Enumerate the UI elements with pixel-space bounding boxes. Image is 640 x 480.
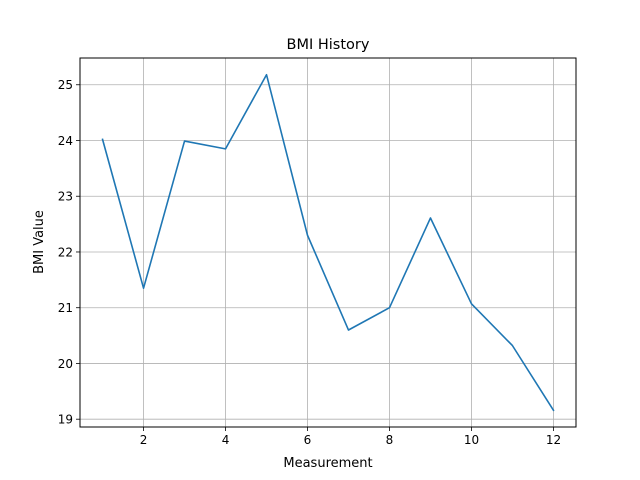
y-axis-label: BMI Value	[32, 210, 47, 274]
x-tick-label: 12	[546, 433, 561, 447]
y-axis-ticks: 19 20 21 22 23 24 25	[58, 78, 80, 426]
x-axis-ticks: 2 4 6 8 10 12	[140, 427, 561, 447]
x-tick-label: 2	[140, 433, 148, 447]
y-tick-label: 25	[58, 78, 73, 92]
x-tick-label: 6	[304, 433, 312, 447]
y-tick-label: 19	[58, 412, 73, 426]
y-tick-label: 21	[58, 301, 73, 315]
x-tick-label: 4	[222, 433, 230, 447]
x-axis-label: Measurement	[283, 456, 372, 471]
y-tick-label: 24	[58, 134, 73, 148]
series-layer	[101, 73, 555, 412]
y-tick-label: 20	[58, 357, 73, 371]
x-tick-label: 10	[464, 433, 479, 447]
x-tick-label: 8	[386, 433, 394, 447]
series-line-0	[101, 73, 555, 412]
grid-lines	[80, 58, 576, 427]
y-tick-label: 23	[58, 190, 73, 204]
chart-title: BMI History	[287, 37, 370, 53]
plot-frame	[79, 57, 577, 428]
y-tick-label: 22	[58, 245, 73, 259]
